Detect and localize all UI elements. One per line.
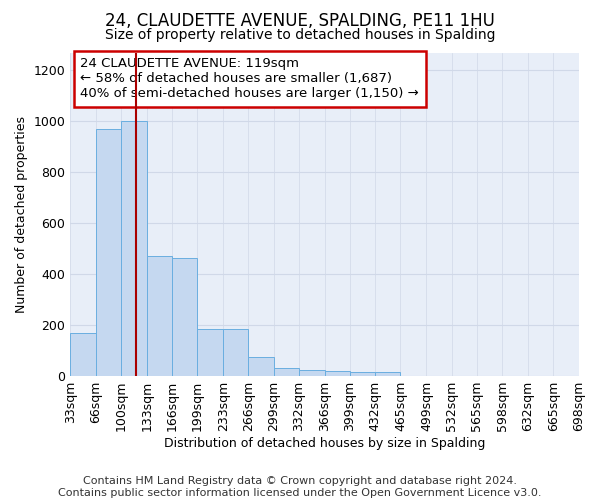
Bar: [70, 333, 95, 376]
Text: 24, CLAUDETTE AVENUE, SPALDING, PE11 1HU: 24, CLAUDETTE AVENUE, SPALDING, PE11 1HU: [105, 12, 495, 30]
Bar: [350, 372, 375, 376]
Text: Contains HM Land Registry data © Crown copyright and database right 2024.
Contai: Contains HM Land Registry data © Crown c…: [58, 476, 542, 498]
Bar: [248, 357, 274, 376]
Bar: [299, 370, 325, 376]
Bar: [95, 129, 121, 376]
Bar: [375, 372, 400, 376]
Bar: [147, 256, 172, 376]
Bar: [274, 368, 299, 376]
Bar: [223, 329, 248, 376]
Bar: [325, 371, 350, 376]
X-axis label: Distribution of detached houses by size in Spalding: Distribution of detached houses by size …: [164, 437, 485, 450]
Text: 24 CLAUDETTE AVENUE: 119sqm
← 58% of detached houses are smaller (1,687)
40% of : 24 CLAUDETTE AVENUE: 119sqm ← 58% of det…: [80, 58, 419, 100]
Y-axis label: Number of detached properties: Number of detached properties: [15, 116, 28, 313]
Bar: [121, 122, 147, 376]
Bar: [197, 329, 223, 376]
Text: Size of property relative to detached houses in Spalding: Size of property relative to detached ho…: [105, 28, 495, 42]
Bar: [172, 258, 197, 376]
